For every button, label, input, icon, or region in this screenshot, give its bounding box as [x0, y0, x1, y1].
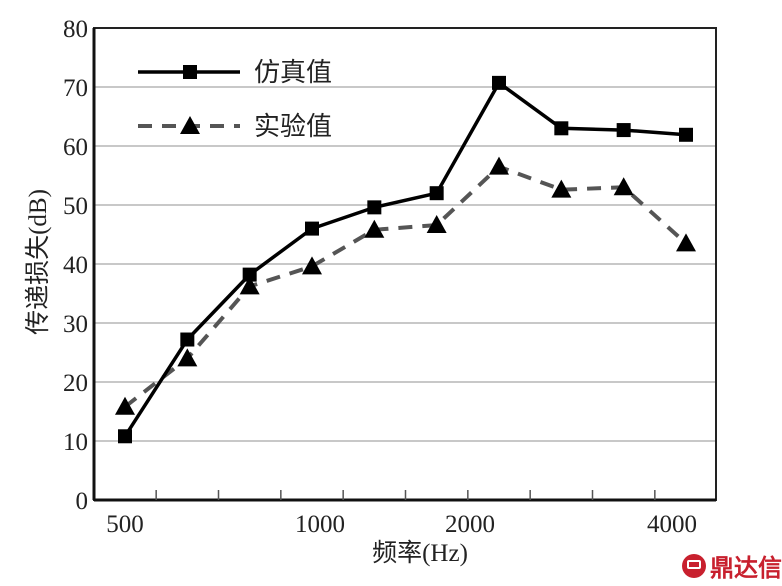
watermark-text: 鼎达信: [710, 554, 782, 582]
triangle-marker-icon: [613, 177, 634, 196]
legend-label: 仿真值: [254, 58, 332, 87]
y-tick-label: 50: [63, 193, 88, 220]
square-marker-icon: [305, 221, 319, 236]
watermark: 鼎达信: [682, 548, 782, 583]
square-marker-icon: [554, 121, 569, 136]
x-axis-ticks: 500 1000 2000 4000: [106, 490, 697, 538]
x-tick-label: 2000: [445, 511, 495, 538]
triangle-marker-icon: [115, 396, 135, 415]
square-marker-icon: [492, 75, 506, 90]
triangle-marker-icon: [364, 219, 385, 238]
y-tick-label: 30: [63, 311, 88, 338]
y-tick-label: 40: [63, 252, 88, 279]
legend-label: 实验值: [254, 112, 332, 141]
triangle-marker-icon: [676, 233, 696, 252]
series-line: [123, 81, 687, 438]
triangle-marker-icon: [177, 348, 198, 367]
series-simulated: [118, 75, 693, 444]
y-axis-title: 传递损失(dB): [24, 189, 52, 335]
square-marker-icon: [679, 127, 693, 142]
triangle-marker-icon: [551, 179, 572, 198]
series-experimental: [115, 156, 696, 415]
series-line: [123, 164, 688, 409]
triangle-marker-icon: [302, 256, 322, 275]
triangle-marker-icon: [180, 116, 200, 134]
y-tick-label: 60: [63, 134, 88, 161]
watermark-logo-icon: [682, 553, 706, 578]
y-tick-label: 70: [63, 75, 88, 102]
x-tick-label: 4000: [647, 511, 697, 538]
square-marker-icon: [118, 429, 132, 444]
gridlines: [94, 86, 716, 442]
x-tick-label: 500: [106, 511, 144, 538]
x-axis-title: 频率(Hz): [372, 539, 468, 567]
triangle-marker-icon: [426, 215, 447, 234]
square-marker-icon: [183, 65, 197, 79]
square-marker-icon: [242, 267, 257, 282]
square-marker-icon: [429, 186, 444, 201]
square-marker-icon: [180, 332, 195, 347]
y-tick-label: 80: [63, 16, 88, 43]
y-tick-label: 20: [63, 370, 88, 397]
y-tick-label: 0: [76, 488, 89, 515]
x-tick-label: 1000: [295, 511, 345, 538]
y-axis-ticks: 0 10 20 30 40 50 60 70 80: [63, 16, 88, 515]
square-marker-icon: [616, 123, 631, 138]
data-series: [115, 75, 696, 444]
y-tick-label: 10: [63, 429, 88, 456]
triangle-marker-icon: [489, 156, 509, 175]
triangle-marker-icon: [239, 276, 260, 295]
square-marker-icon: [367, 200, 382, 215]
